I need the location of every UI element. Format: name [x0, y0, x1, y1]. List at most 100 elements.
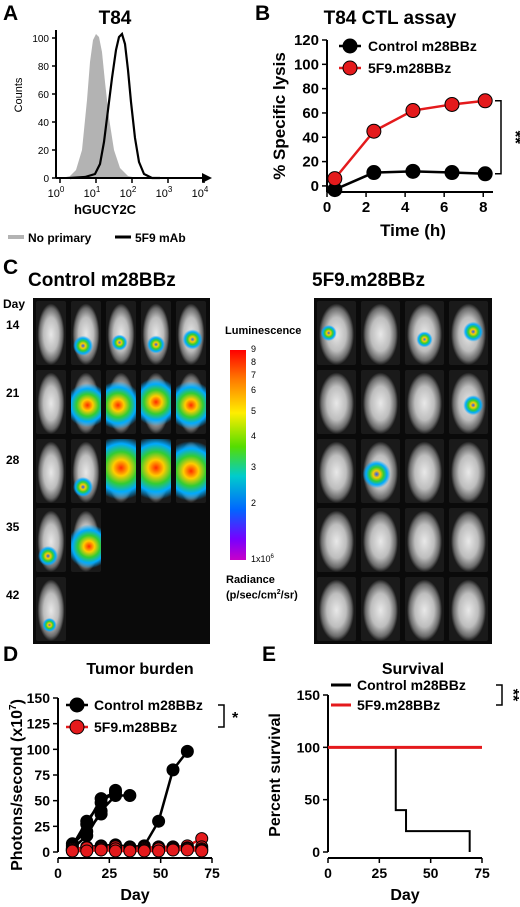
data-point	[477, 166, 493, 182]
data-point	[180, 843, 194, 857]
mouse-image	[141, 301, 171, 365]
mouse-image	[106, 301, 136, 365]
mouse-image	[176, 301, 206, 365]
mouse-image	[71, 439, 101, 503]
data-point	[94, 792, 108, 806]
ytick-label: 120	[294, 32, 319, 49]
data-point	[166, 843, 180, 857]
scale-tick-label: 6	[251, 385, 257, 395]
mouse-image	[361, 577, 400, 641]
ytick-label: 100	[294, 56, 319, 73]
panel-label-d: D	[3, 643, 19, 666]
mouse-image	[405, 301, 444, 365]
ytick-label: 60	[302, 105, 319, 122]
mouse-image	[71, 508, 101, 572]
data-point	[152, 814, 166, 828]
panel-e-xlabel: Day	[390, 887, 419, 904]
ytick-label: 0	[42, 844, 50, 860]
xtick-label: 8	[479, 199, 487, 216]
day-21: 21	[6, 386, 20, 400]
legend-label: 5F9.m28BBz	[357, 697, 440, 713]
xtick-label: 75	[204, 865, 220, 881]
xtick-label: 75	[474, 865, 490, 881]
panel-d-chart: Tumor burden 0 25 50 75 100 125 150 0 25 50 75 Photo…	[8, 661, 239, 904]
ytick-label: 125	[27, 716, 51, 732]
panel-d-xlabel: Day	[120, 887, 149, 904]
legend-marker	[342, 60, 358, 76]
panel-a-xtick-label: 103	[156, 185, 173, 200]
mouse-image	[449, 370, 488, 434]
panel-c-imaging: Control m28BBz 5F9.m28BBz Day 14 21 28 3…	[0, 270, 520, 645]
ytick-label: 150	[27, 690, 51, 706]
ytick-label: 75	[34, 767, 50, 783]
scale-tick-label: 2	[251, 498, 257, 508]
mouse-image	[317, 508, 356, 572]
ytick-label: 50	[304, 792, 320, 808]
treated-image-grid	[314, 298, 492, 644]
mouse-image	[361, 508, 400, 572]
ytick-label: 50	[34, 793, 50, 809]
day-42: 42	[6, 588, 20, 602]
mouse-image	[405, 439, 444, 503]
data-point	[327, 171, 343, 187]
ytick-label: 20	[302, 154, 319, 171]
legend-marker	[69, 697, 85, 713]
data-point	[137, 844, 151, 858]
luminescence-label: Luminescence	[225, 325, 302, 337]
treated-group-title: 5F9.m28BBz	[312, 270, 425, 291]
day-header: Day	[3, 297, 26, 311]
mouse-image	[106, 370, 136, 434]
xtick-label: 0	[323, 199, 331, 216]
mouse-image	[141, 439, 171, 503]
mouse-image	[317, 577, 356, 641]
mouse-image	[405, 577, 444, 641]
panel-b-chart: T84 CTL assay 0 20 40 60 80 100 120 0 2 4 6 8 % Speci…	[270, 8, 520, 240]
data-point	[166, 763, 180, 777]
mouse-image	[361, 370, 400, 434]
mouse-image	[317, 370, 356, 434]
day-28: 28	[6, 453, 20, 467]
panel-label-a: A	[3, 2, 19, 25]
control-group-title: Control m28BBz	[28, 270, 176, 291]
mouse-image	[176, 370, 206, 434]
panel-label-b: B	[255, 2, 271, 25]
data-point	[366, 123, 382, 139]
panel-a-ylabel: Counts	[13, 77, 25, 112]
panel-b-xlabel: Time (h)	[380, 221, 446, 240]
mouse-image	[449, 439, 488, 503]
xtick-label: 6	[440, 199, 448, 216]
data-point	[108, 844, 122, 858]
legend-label: Control m28BBz	[368, 38, 477, 54]
survival-curve	[328, 746, 471, 852]
panel-a-xlabel: hGUCY2C	[74, 202, 137, 217]
xtick-label: 25	[372, 865, 388, 881]
panel-d-ylabel: Photons/second (x107)	[8, 699, 26, 871]
panel-a-title: T84	[99, 8, 132, 29]
panel-e-title: Survival	[382, 661, 444, 678]
significance-bracket	[495, 100, 502, 175]
legend-label: Control m28BBz	[357, 677, 466, 693]
mouse-image	[71, 301, 101, 365]
panel-a-xtick-label: 101	[84, 185, 101, 200]
significance-bracket	[218, 704, 225, 728]
panel-b-title: T84 CTL assay	[324, 8, 457, 29]
mouse-image	[449, 508, 488, 572]
data-point	[195, 844, 209, 858]
ytick-label: 80	[302, 81, 319, 98]
mouse-image	[405, 508, 444, 572]
radiance-units: (p/sec/cm2/sr)	[226, 589, 298, 602]
panel-label-e: E	[262, 643, 277, 666]
legend-label: 5F9.m28BBz	[94, 719, 177, 735]
mouse-image	[317, 439, 356, 503]
mouse-image	[449, 577, 488, 641]
xtick-label: 50	[153, 865, 169, 881]
ytick-label: 150	[297, 687, 321, 703]
ytick-label: 100	[297, 739, 321, 755]
xtick-label: 50	[423, 865, 439, 881]
scale-tick-label: 9	[251, 344, 257, 354]
xtick-label: 4	[401, 199, 410, 216]
panel-label-c: C	[3, 256, 19, 279]
scale-bottom-label: 1x106	[251, 554, 274, 564]
significance-bracket	[496, 684, 503, 706]
ytick-label: 25	[34, 818, 50, 834]
